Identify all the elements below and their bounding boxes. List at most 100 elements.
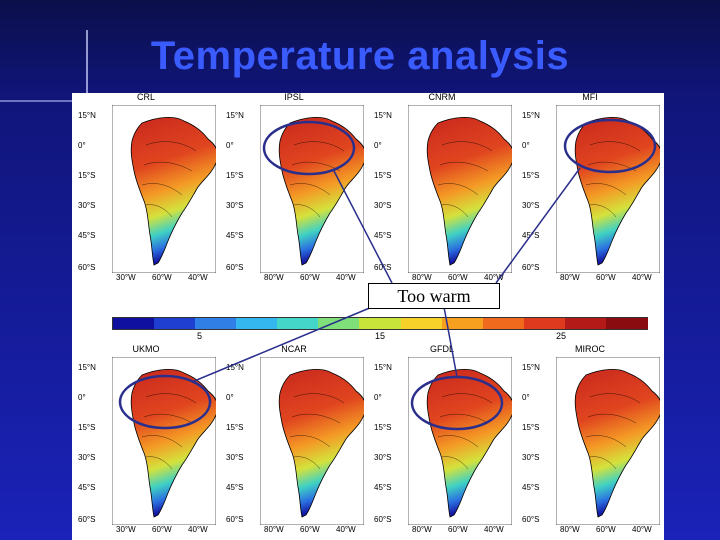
colorbar-segment — [523, 318, 566, 329]
south-america-temperature-map — [112, 105, 216, 273]
longitude-label: 80°W — [560, 525, 580, 534]
annotation-overlay — [118, 118, 657, 431]
south-america-temperature-map — [408, 105, 512, 273]
latitude-label: 0° — [226, 393, 234, 402]
longitude-label: 60°W — [596, 525, 616, 534]
latitude-label: 60°S — [374, 263, 392, 272]
longitude-label: 40°W — [336, 273, 356, 282]
colorbar-segment — [113, 318, 156, 329]
panel-name: CNRM — [428, 92, 456, 102]
panel-name: MFI — [582, 92, 598, 102]
latitude-label: 15°S — [226, 171, 244, 180]
colorbar-segment — [605, 318, 649, 329]
colorbar — [112, 317, 649, 330]
longitude-label: 40°W — [484, 273, 504, 282]
latitude-label: 0° — [522, 393, 530, 402]
latitude-label: 15°N — [374, 111, 392, 120]
latitude-label: 15°N — [226, 363, 244, 372]
panel-name: UKMO — [132, 344, 160, 354]
latitude-label: 30°S — [522, 201, 540, 210]
longitude-label: 30°W — [116, 525, 136, 534]
latitude-label: 15°S — [522, 423, 540, 432]
callout-line-ipsl — [333, 170, 393, 284]
colorbar-segment — [482, 318, 525, 329]
colorbar-segment — [318, 318, 361, 329]
longitude-label: 80°W — [264, 273, 284, 282]
highlight-ellipse-ukmo — [118, 374, 212, 430]
latitude-label: 45°S — [374, 483, 392, 492]
panel-name: CRL — [136, 92, 155, 102]
longitude-label: 80°W — [264, 525, 284, 534]
latitude-label: 30°S — [374, 453, 392, 462]
map-panel: CNRM 15°N 0° 15°S 30°S 45°S 60°S 80°W 60°W 40°W — [368, 92, 516, 282]
latitude-label: 15°N — [78, 363, 96, 372]
latitude-label: 15°N — [226, 111, 244, 120]
panel-name: IPSL — [284, 92, 304, 102]
latitude-label: 30°S — [374, 201, 392, 210]
decorative-horizontal-line — [0, 100, 90, 102]
panel-name: GFDL — [429, 344, 454, 354]
callout-line-gfdl — [443, 306, 458, 378]
longitude-label: 40°W — [188, 273, 208, 282]
latitude-label: 15°S — [226, 423, 244, 432]
longitude-label: 80°W — [560, 273, 580, 282]
longitude-label: 40°W — [632, 273, 652, 282]
longitude-label: 40°W — [188, 525, 208, 534]
latitude-label: 15°S — [522, 171, 540, 180]
longitude-label: 60°W — [300, 273, 320, 282]
map-panel: UKMO 15°N 0° 15°S 30°S 45°S 60°S 30°W 60°W 40°W — [72, 344, 220, 534]
longitude-label: 60°W — [152, 525, 172, 534]
latitude-label: 45°S — [374, 231, 392, 240]
latitude-label: 0° — [522, 141, 530, 150]
latitude-label: 30°S — [78, 201, 96, 210]
latitude-label: 45°S — [226, 231, 244, 240]
latitude-label: 60°S — [522, 263, 540, 272]
latitude-label: 15°S — [374, 423, 392, 432]
latitude-label: 60°S — [374, 515, 392, 524]
latitude-label: 0° — [78, 393, 86, 402]
latitude-label: 0° — [374, 393, 382, 402]
latitude-label: 45°S — [78, 483, 96, 492]
latitude-label: 45°S — [226, 483, 244, 492]
longitude-label: 60°W — [152, 273, 172, 282]
latitude-label: 15°N — [78, 111, 96, 120]
latitude-label: 30°S — [226, 201, 244, 210]
latitude-label: 45°S — [78, 231, 96, 240]
latitude-label: 15°N — [522, 111, 540, 120]
latitude-label: 60°S — [226, 515, 244, 524]
panel-name: NCAR — [281, 344, 307, 354]
longitude-label: 80°W — [412, 525, 432, 534]
latitude-label: 15°N — [374, 363, 392, 372]
map-panel: IPSL 15°N 0° 15°S 30°S 45°S 60°S 80°W 60°W 40°W — [220, 92, 368, 282]
latitude-label: 60°S — [78, 515, 96, 524]
highlight-ellipse-mfi — [563, 118, 657, 174]
map-panel: MIROC 15°N 0° 15°S 30°S 45°S 60°S 80°W 60°W 40°W — [516, 344, 664, 534]
colorbar-segment — [359, 318, 402, 329]
longitude-label: 40°W — [484, 525, 504, 534]
model-comparison-figure: CRL 15°N 0° 15°S 30°S 45°S 60°S 30°W 60°W 40°W IPS… — [72, 92, 664, 540]
panel-name: MIROC — [575, 344, 605, 354]
colorbar-segment — [195, 318, 238, 329]
latitude-label: 0° — [374, 141, 382, 150]
longitude-label: 30°W — [116, 273, 136, 282]
latitude-label: 15°S — [374, 171, 392, 180]
longitude-label: 40°W — [336, 525, 356, 534]
south-america-temperature-map — [260, 357, 364, 525]
too-warm-callout: Too warm — [368, 283, 500, 309]
map-panel: GFDL 15°N 0° 15°S 30°S 45°S 60°S 80°W 60°W 40°W — [368, 344, 516, 534]
callout-line-ukmo — [191, 306, 373, 383]
latitude-label: 0° — [226, 141, 234, 150]
latitude-label: 0° — [78, 141, 86, 150]
longitude-label: 60°W — [300, 525, 320, 534]
slide-title: Temperature analysis — [150, 34, 570, 78]
latitude-label: 30°S — [78, 453, 96, 462]
latitude-label: 15°N — [522, 363, 540, 372]
colorbar-segment — [277, 318, 320, 329]
latitude-label: 45°S — [522, 483, 540, 492]
callout-line-mfi — [495, 167, 581, 284]
colorbar-tick-5: 5 — [197, 331, 203, 341]
latitude-label: 30°S — [522, 453, 540, 462]
colorbar-segment — [400, 318, 443, 329]
longitude-label: 60°W — [596, 273, 616, 282]
